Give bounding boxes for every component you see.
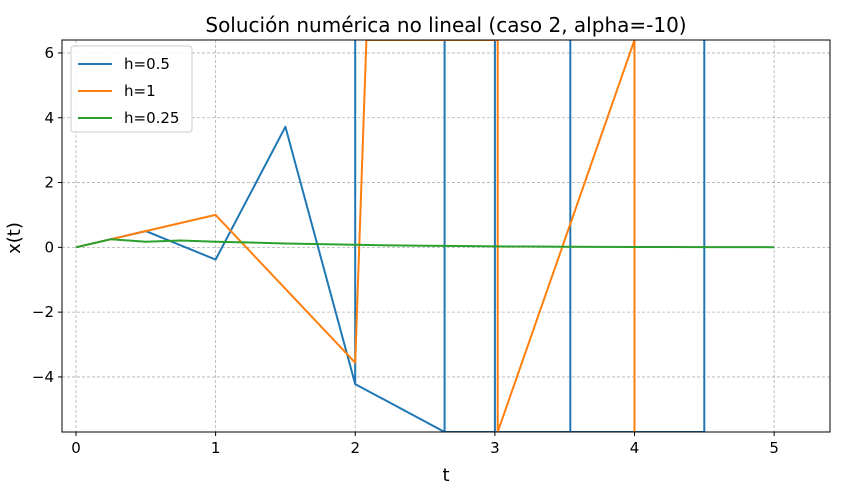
x-tick-label: 1 <box>211 439 221 457</box>
series-line-2 <box>75 238 775 249</box>
series-layer <box>75 40 775 432</box>
legend-label: h=1 <box>124 82 156 100</box>
axis-ticks: 0 1 2 3 4 5 −4 −2 0 2 4 6 <box>32 44 779 457</box>
x-tick-label: 2 <box>350 439 360 457</box>
y-tick-label: 2 <box>44 174 54 192</box>
y-axis-label: x(t) <box>4 222 25 254</box>
y-tick-label: −4 <box>32 368 54 386</box>
series-line-1 <box>75 40 636 432</box>
y-tick-label: 4 <box>44 109 54 127</box>
series-line-0 <box>75 40 706 432</box>
x-tick-label: 5 <box>769 439 779 457</box>
y-tick-label: 6 <box>44 44 54 62</box>
y-tick-label: 0 <box>44 238 54 256</box>
chart-title: Solución numérica no lineal (caso 2, alp… <box>205 13 686 37</box>
legend-label: h=0.5 <box>124 55 170 73</box>
x-axis-label: t <box>442 465 449 486</box>
legend: h=0.5 h=1 h=0.25 <box>70 45 193 133</box>
x-tick-label: 4 <box>630 439 640 457</box>
legend-box <box>70 45 193 133</box>
plot-frame <box>61 39 831 433</box>
x-tick-label: 0 <box>71 439 81 457</box>
y-tick-label: −2 <box>32 303 54 321</box>
x-tick-label: 3 <box>490 439 500 457</box>
legend-label: h=0.25 <box>124 109 179 127</box>
